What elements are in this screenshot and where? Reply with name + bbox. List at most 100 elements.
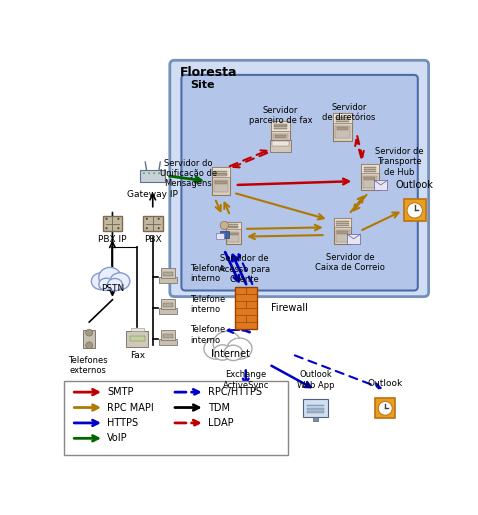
Text: TDM: TDM <box>208 403 230 413</box>
Bar <box>361 164 379 174</box>
Bar <box>227 232 239 242</box>
Ellipse shape <box>91 273 111 290</box>
Circle shape <box>117 218 120 220</box>
Bar <box>228 224 239 225</box>
Bar <box>336 117 349 118</box>
Bar <box>272 142 289 146</box>
Circle shape <box>106 227 108 229</box>
Ellipse shape <box>213 345 232 360</box>
Text: Servidor de
Transporte
de Hub: Servidor de Transporte de Hub <box>375 147 424 177</box>
Ellipse shape <box>227 338 252 359</box>
Ellipse shape <box>224 345 243 360</box>
Text: Telefones
externos: Telefones externos <box>68 356 108 375</box>
Bar <box>212 167 230 177</box>
Bar <box>374 180 388 190</box>
Bar <box>363 176 377 188</box>
Bar <box>163 272 174 277</box>
Text: Servidor de
Acesso para
Cliente: Servidor de Acesso para Cliente <box>218 254 270 284</box>
Circle shape <box>117 227 120 229</box>
Bar <box>364 171 376 172</box>
Ellipse shape <box>108 279 122 291</box>
Text: Servidor do
Unificação de
Mensagens: Servidor do Unificação de Mensagens <box>160 159 217 188</box>
Bar <box>159 278 177 283</box>
Bar <box>83 330 95 348</box>
Text: Site: Site <box>190 80 215 90</box>
Bar <box>235 287 257 330</box>
Text: LDAP: LDAP <box>208 418 233 428</box>
Bar <box>333 113 352 141</box>
Text: VoIP: VoIP <box>107 433 128 443</box>
Text: PSTN: PSTN <box>101 284 124 294</box>
Bar <box>131 329 144 332</box>
Bar <box>163 303 174 307</box>
Bar <box>274 125 287 126</box>
Bar <box>161 299 175 309</box>
Ellipse shape <box>110 273 130 290</box>
Bar <box>273 133 288 146</box>
Bar <box>347 234 360 244</box>
Bar <box>337 221 349 222</box>
Circle shape <box>378 401 392 415</box>
Bar <box>126 332 148 347</box>
Bar <box>103 216 122 231</box>
Text: HTTPS: HTTPS <box>107 418 138 428</box>
Text: PBX IP: PBX IP <box>98 235 127 244</box>
Circle shape <box>86 329 93 336</box>
Text: Telefone
interno: Telefone interno <box>190 325 225 345</box>
Bar <box>272 121 290 149</box>
Bar <box>140 169 165 182</box>
Bar <box>364 169 376 170</box>
Text: Servidor de
Caixa de Correio: Servidor de Caixa de Correio <box>315 253 385 272</box>
Bar <box>214 180 228 192</box>
Text: Servidor
de diretórios: Servidor de diretórios <box>322 102 376 122</box>
Bar <box>228 233 238 235</box>
Bar <box>274 126 287 128</box>
Bar <box>215 173 228 174</box>
Text: Telefone
interno: Telefone interno <box>190 295 225 314</box>
Circle shape <box>220 221 228 230</box>
Bar <box>313 417 318 421</box>
Circle shape <box>245 414 247 417</box>
Text: PBX: PBX <box>144 235 162 244</box>
Bar <box>361 164 379 191</box>
Text: Firewall: Firewall <box>271 303 307 313</box>
Bar <box>403 199 426 221</box>
Bar <box>270 140 292 152</box>
Bar <box>159 339 177 345</box>
Ellipse shape <box>204 338 228 359</box>
Bar <box>226 221 240 244</box>
Ellipse shape <box>99 278 114 290</box>
Bar <box>364 167 376 168</box>
Bar <box>242 403 250 412</box>
Bar <box>336 230 350 242</box>
Bar <box>240 399 251 418</box>
Bar <box>303 399 328 417</box>
Circle shape <box>158 173 160 174</box>
Bar <box>216 233 224 238</box>
Bar <box>161 268 175 279</box>
Bar <box>212 167 230 195</box>
Bar <box>272 121 290 131</box>
Bar <box>337 225 349 226</box>
Bar <box>275 135 286 138</box>
Circle shape <box>146 218 148 220</box>
Circle shape <box>158 218 160 220</box>
Bar <box>337 223 349 224</box>
Ellipse shape <box>213 331 241 356</box>
Bar <box>161 330 175 340</box>
Bar <box>130 336 145 340</box>
Bar <box>216 181 227 184</box>
Circle shape <box>158 227 160 229</box>
Bar <box>163 334 174 338</box>
Bar <box>336 118 349 120</box>
Bar <box>335 126 350 139</box>
Bar <box>220 231 228 238</box>
Bar <box>334 218 351 244</box>
Text: Telefone
interno: Telefone interno <box>190 264 225 283</box>
Text: Servidor
parceiro de fax: Servidor parceiro de fax <box>249 106 313 125</box>
Text: Outlook
Web App: Outlook Web App <box>297 370 334 390</box>
FancyBboxPatch shape <box>170 60 429 297</box>
Bar <box>274 128 287 129</box>
Bar <box>143 216 163 231</box>
Circle shape <box>407 203 423 218</box>
